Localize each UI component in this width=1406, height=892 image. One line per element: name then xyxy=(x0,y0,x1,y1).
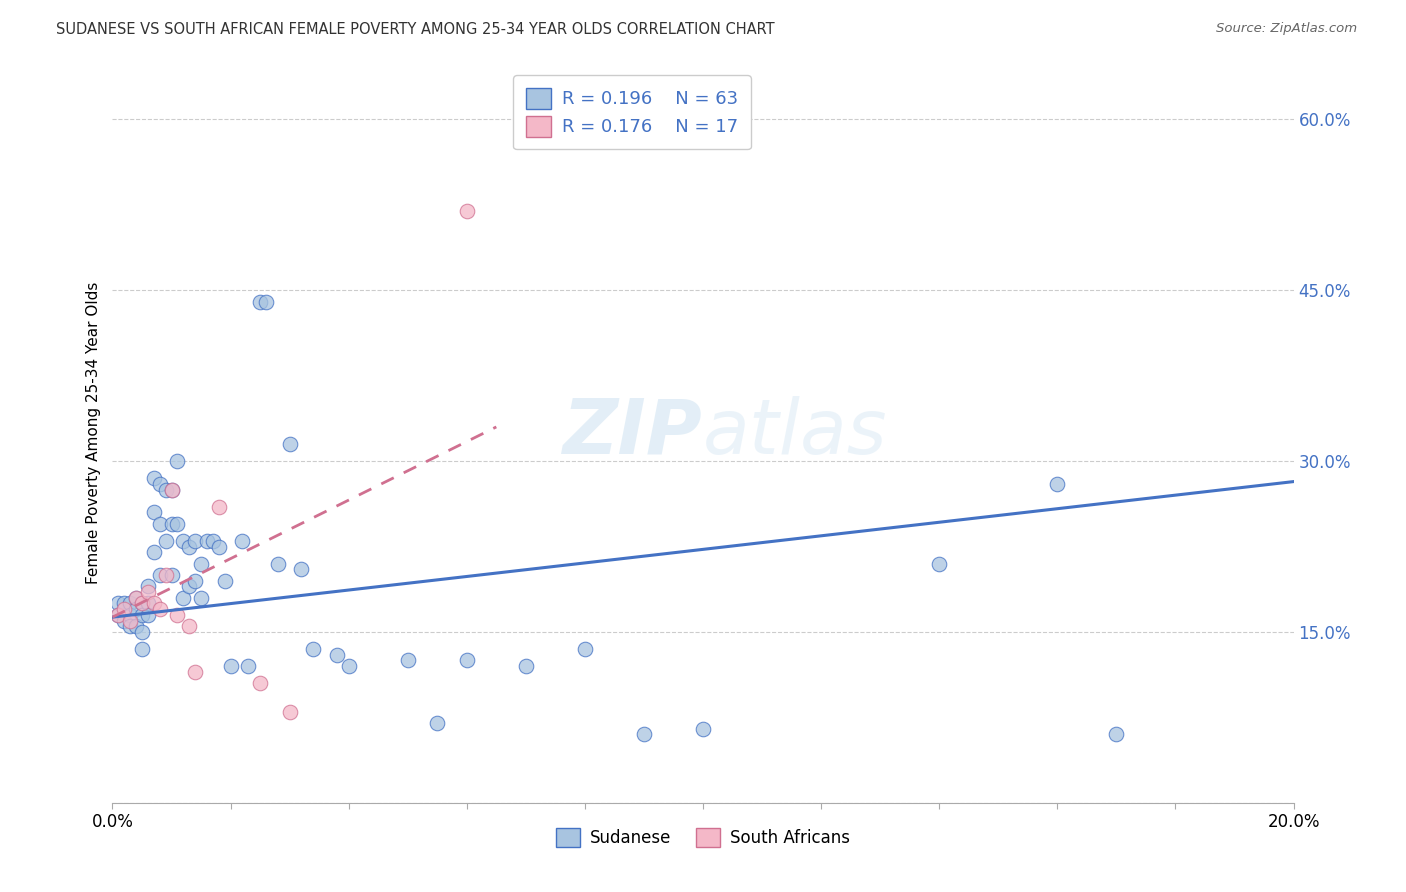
Point xyxy=(201,533,224,548)
Point xyxy=(633,727,655,741)
Point xyxy=(249,676,271,690)
Point xyxy=(107,607,129,622)
Point xyxy=(249,294,271,309)
Point xyxy=(136,579,159,593)
Point xyxy=(160,483,183,497)
Point xyxy=(172,591,194,605)
Point xyxy=(337,659,360,673)
Point xyxy=(120,607,142,622)
Point xyxy=(112,602,135,616)
Point xyxy=(426,716,449,731)
Point xyxy=(1105,727,1128,741)
Point xyxy=(166,516,188,531)
Point xyxy=(231,533,253,548)
Point xyxy=(120,619,142,633)
Point xyxy=(149,568,172,582)
Point xyxy=(136,585,159,599)
Point xyxy=(290,562,312,576)
Point xyxy=(190,591,212,605)
Point xyxy=(190,557,212,571)
Point xyxy=(125,591,148,605)
Point xyxy=(107,597,129,611)
Point xyxy=(208,540,231,554)
Point xyxy=(515,659,537,673)
Point xyxy=(160,483,183,497)
Point xyxy=(219,659,242,673)
Point xyxy=(160,516,183,531)
Point xyxy=(456,653,478,667)
Point xyxy=(142,597,165,611)
Point xyxy=(179,540,201,554)
Legend: Sudanese, South Africans: Sudanese, South Africans xyxy=(550,822,856,854)
Point xyxy=(125,619,148,633)
Point xyxy=(195,533,218,548)
Point xyxy=(254,294,277,309)
Point xyxy=(179,579,201,593)
Point xyxy=(208,500,231,514)
Y-axis label: Female Poverty Among 25-34 Year Olds: Female Poverty Among 25-34 Year Olds xyxy=(86,282,101,583)
Point xyxy=(149,476,172,491)
Point xyxy=(131,597,153,611)
Point xyxy=(172,533,194,548)
Text: Source: ZipAtlas.com: Source: ZipAtlas.com xyxy=(1216,22,1357,36)
Point xyxy=(142,505,165,519)
Point xyxy=(267,557,290,571)
Point xyxy=(1046,476,1069,491)
Point xyxy=(149,516,172,531)
Point xyxy=(131,624,153,639)
Point xyxy=(136,597,159,611)
Point xyxy=(574,642,596,657)
Point xyxy=(326,648,349,662)
Point xyxy=(456,203,478,218)
Point xyxy=(155,533,177,548)
Point xyxy=(166,607,188,622)
Point xyxy=(107,607,129,622)
Point xyxy=(160,568,183,582)
Point xyxy=(125,602,148,616)
Point xyxy=(125,591,148,605)
Point xyxy=(184,574,207,588)
Point xyxy=(179,619,201,633)
Point xyxy=(238,659,260,673)
Point xyxy=(131,597,153,611)
Point xyxy=(302,642,325,657)
Point xyxy=(131,642,153,657)
Point xyxy=(214,574,236,588)
Point xyxy=(928,557,950,571)
Point xyxy=(131,607,153,622)
Text: atlas: atlas xyxy=(703,396,887,469)
Point xyxy=(278,705,301,719)
Point xyxy=(112,597,135,611)
Point xyxy=(396,653,419,667)
Point xyxy=(142,545,165,559)
Point xyxy=(278,437,301,451)
Point xyxy=(155,483,177,497)
Text: SUDANESE VS SOUTH AFRICAN FEMALE POVERTY AMONG 25-34 YEAR OLDS CORRELATION CHART: SUDANESE VS SOUTH AFRICAN FEMALE POVERTY… xyxy=(56,22,775,37)
Point xyxy=(184,665,207,679)
Point xyxy=(136,607,159,622)
Point xyxy=(142,471,165,485)
Point xyxy=(120,597,142,611)
Point xyxy=(155,568,177,582)
Point xyxy=(184,533,207,548)
Point xyxy=(149,602,172,616)
Point xyxy=(120,614,142,628)
Point xyxy=(166,454,188,468)
Point xyxy=(112,614,135,628)
Point xyxy=(692,722,714,736)
Text: ZIP: ZIP xyxy=(564,396,703,469)
